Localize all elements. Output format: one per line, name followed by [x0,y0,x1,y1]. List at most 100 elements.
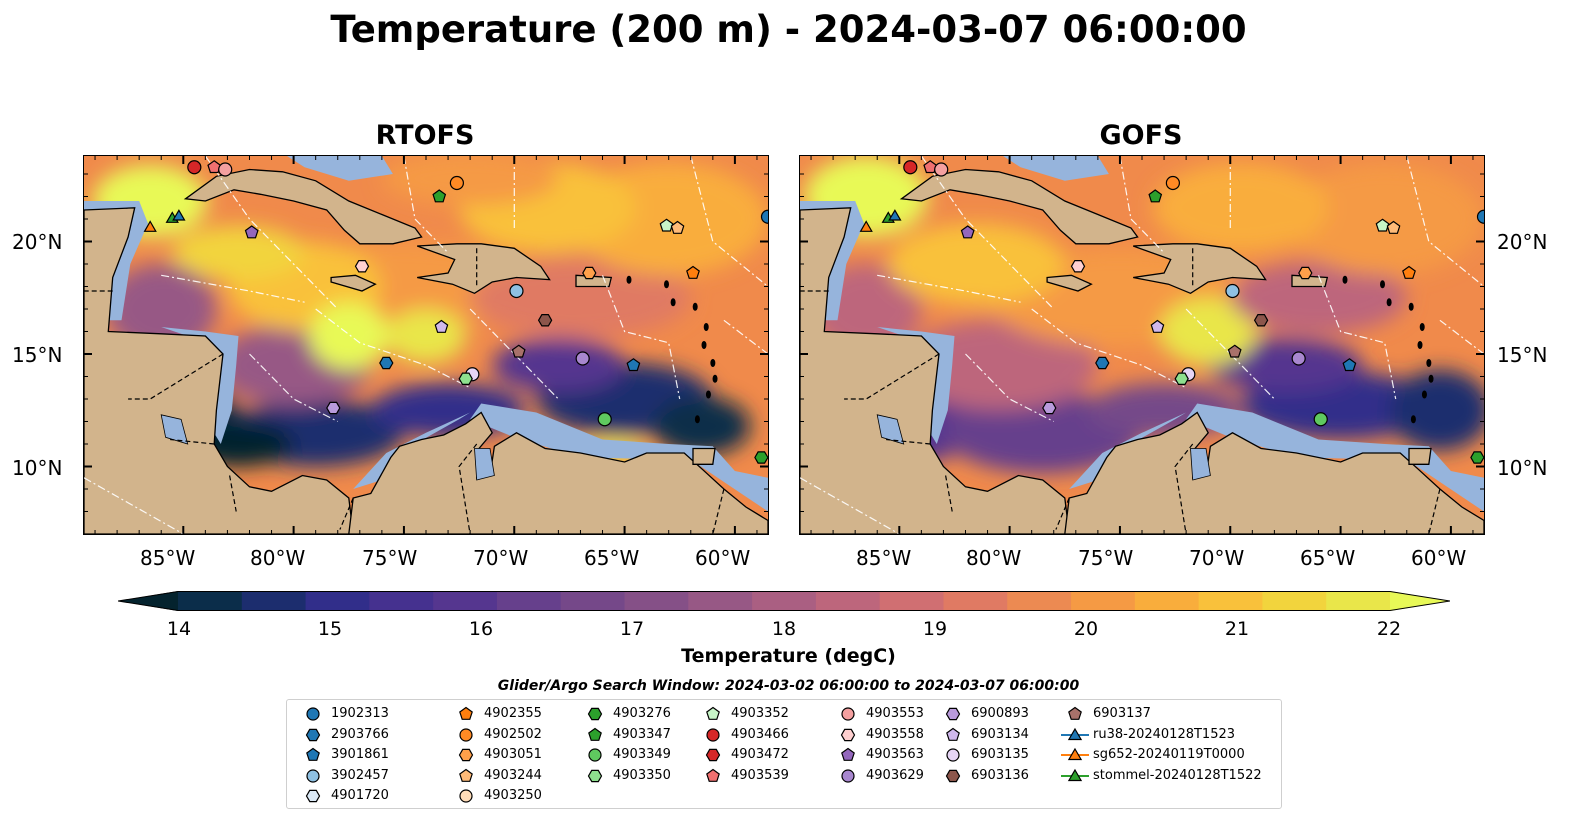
lon-tick-label: 75°W [1078,546,1134,570]
platform-marker-4903244 [670,220,685,234]
legend-item-label: sg652-20240119T0000 [1093,747,1245,762]
legend-item-label: 4902355 [484,706,542,721]
platform-marker-4903276 [754,451,768,464]
colorbar [117,591,1451,611]
lon-tick-label: 65°W [584,546,640,570]
platform-marker-6903136 [1253,314,1269,327]
platform-marker-4903629 [1291,351,1306,366]
legend-marker-icon [841,747,855,761]
legend-item-label: 4901720 [331,788,389,803]
platform-marker-4903350 [1174,372,1189,385]
colorbar-tick-label: 22 [1376,618,1402,640]
legend-marker-icon [1061,747,1089,761]
legend-item-label: 4903352 [731,706,789,721]
lat-tick-label-left: 20°N [12,230,63,254]
legend-marker-icon [840,728,856,741]
colorbar-segment [1134,591,1200,611]
colorbar-tick-label: 18 [771,618,797,640]
panel-title-gofs: GOFS [1099,120,1183,151]
platform-marker-6903137 [511,344,526,358]
platform-marker-4903276 [1470,451,1484,464]
platform-marker-4903352 [659,218,674,232]
platform-marker-4903563 [960,225,975,239]
legend-item-label: 4903051 [484,747,542,762]
lon-tick-label: 80°W [966,546,1022,570]
legend-marker-icon [946,748,960,762]
legend-marker-icon [588,748,602,762]
legend-marker-icon [1061,727,1089,740]
colorbar-tick-label: 17 [619,618,645,640]
colorbar-segment [815,591,881,611]
platform-marker-2903766 [379,356,394,370]
legend-item-label: 6903137 [1093,706,1151,721]
platform-marker-6900893 [1042,401,1057,415]
colorbar-segment [1326,591,1391,611]
legend-item-label: 3901861 [331,747,389,762]
platform-marker-1902313 [1476,209,1484,224]
legend-item-label: 6900893 [971,706,1029,721]
legend-marker-icon [305,789,321,803]
colorbar-label: Temperature (degC) [681,645,896,667]
colorbar-segment [1198,591,1264,611]
legend-item-label: 2903766 [331,726,389,742]
legend-marker-icon [945,769,961,782]
figure-title: Temperature (200 m) - 2024-03-07 06:00:0… [330,8,1247,51]
colorbar-segment [496,591,562,611]
platform-marker-4903553 [218,162,233,177]
colorbar-tick-label: 14 [166,618,192,640]
legend-item-label: 4903244 [484,767,542,783]
legend-title: Glider/Argo Search Window: 2024-03-02 06… [497,678,1080,694]
colorbar-segment [305,591,370,611]
colorbar-extend-high [1390,591,1450,611]
lon-tick-label: 60°W [1411,546,1467,570]
legend-marker-icon [1068,706,1082,720]
legend-marker-icon [459,727,473,742]
lon-tick-label: 85°W [140,546,196,570]
platform-marker-4903244 [1386,220,1401,234]
lon-tick-label: 75°W [362,546,418,570]
platform-marker-3902457 [1225,283,1240,299]
legend-item-label: 3902457 [331,767,389,783]
legend-item-label: 4903539 [731,767,789,783]
legend-item-label: 4903563 [866,747,924,762]
legend: 1902313 2903766 3901861 3902457 4901720 49023… [286,699,1282,809]
platform-marker-4903352 [1375,218,1390,232]
colorbar-segment [624,591,689,611]
legend-item-label: 4903558 [866,726,924,742]
platform-marker-sg652-20240119T0000 [859,220,873,232]
legend-item-label: 4902502 [484,726,542,742]
lat-tick-label-right: 20°N [1497,230,1548,254]
colorbar-segment [369,591,434,611]
legend-marker-icon [306,747,320,761]
legend-marker-icon [588,727,602,741]
colorbar-segment [879,591,945,611]
colorbar-segment [241,591,307,611]
legend-marker-icon [706,706,720,720]
colorbar-extend-low [118,591,178,611]
legend-item-label: 6903135 [971,747,1029,762]
platform-marker-4903466 [903,160,918,175]
colorbar-segment [560,591,626,611]
platform-marker-6903136 [537,314,553,327]
legend-marker-icon [459,768,473,782]
lon-tick-label: 60°W [695,546,751,570]
legend-marker-icon [706,768,720,782]
platform-marker-4903563 [244,225,259,239]
platform-marker-4903347 [432,189,447,203]
legend-item-label: 4903466 [731,726,789,742]
platform-marker-4903539 [923,160,938,174]
lat-tick-label-left: 15°N [12,343,63,367]
platform-marker-4903347 [1148,189,1163,203]
platform-marker-4903349 [597,412,612,427]
platform-marker-4902502 [1165,175,1180,191]
legend-item-label: 6903136 [971,767,1029,783]
colorbar-segment [752,591,817,611]
legend-marker-icon [306,707,320,721]
lon-tick-label: 85°W [856,546,912,570]
legend-item-label: ru38-20240128T1523 [1093,726,1236,742]
platform-marker-4903466 [187,160,202,175]
platform-marker-6903134 [1150,319,1165,333]
legend-item-label: 4903349 [613,747,671,762]
platform-marker-4902355 [686,265,700,279]
platform-marker-2903766 [1095,356,1110,370]
